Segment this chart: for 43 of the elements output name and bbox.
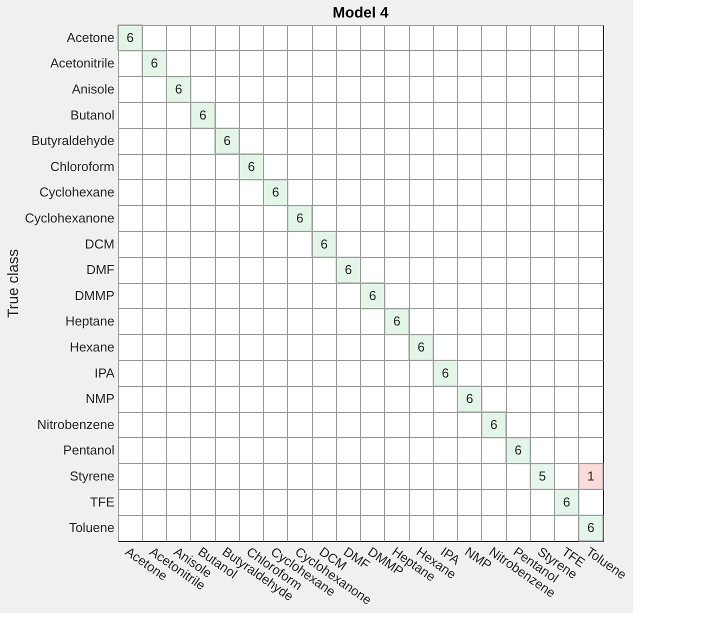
data-label: 6 <box>150 56 158 71</box>
y-tick-label: Hexane <box>70 340 114 354</box>
data-label: 6 <box>393 314 400 329</box>
y-tick-label: Chloroform <box>50 158 114 174</box>
data-label: 6 <box>563 494 570 510</box>
data-label: 6 <box>587 520 594 536</box>
y-tick-label: Cyclohexane <box>39 184 114 200</box>
y-tick-label: DCM <box>84 236 114 252</box>
data-label: 6 <box>490 416 498 432</box>
data-label: 6 <box>514 442 522 458</box>
data-label: 6 <box>248 158 255 174</box>
data-label: 6 <box>418 340 425 354</box>
data-label: 6 <box>466 391 474 406</box>
data-label: 5 <box>538 468 546 484</box>
y-tick-label: NMP <box>86 391 114 406</box>
chart-title: Model 4 <box>332 4 390 22</box>
y-tick-label: Heptane <box>65 314 114 329</box>
data-label: 6 <box>126 30 134 45</box>
data-label: 1 <box>587 468 594 484</box>
y-tick-label: Acetonitrile <box>50 56 114 71</box>
data-label: 6 <box>296 210 304 226</box>
data-label: 6 <box>175 82 182 96</box>
data-label: 6 <box>442 365 449 380</box>
y-tick-label: Butanol <box>70 107 115 122</box>
y-tick-label: Butyraldehyde <box>31 133 114 148</box>
data-label: 6 <box>224 133 231 148</box>
y-tick-label: Acetone <box>66 30 114 45</box>
y-tick-label: Pentanol <box>63 442 115 458</box>
y-tick-label: Toluene <box>68 520 114 536</box>
y-tick-label: TFE <box>90 494 115 510</box>
data-label: 6 <box>344 262 352 278</box>
y-tick-label: Cyclohexanone <box>24 210 114 226</box>
y-tick-label: DMF <box>86 262 115 278</box>
y-axis-title: True class <box>4 249 22 318</box>
y-tick-label: DMMP <box>74 288 114 303</box>
y-tick-label: Anisole <box>72 82 114 96</box>
data-label: 6 <box>272 184 280 200</box>
y-tick-label: Styrene <box>70 468 114 484</box>
data-label: 6 <box>369 288 376 303</box>
y-tick-label: Nitrobenzene <box>37 416 114 432</box>
y-tick-label: IPA <box>94 365 115 380</box>
data-label: 6 <box>320 236 328 252</box>
data-label: 6 <box>199 107 206 122</box>
